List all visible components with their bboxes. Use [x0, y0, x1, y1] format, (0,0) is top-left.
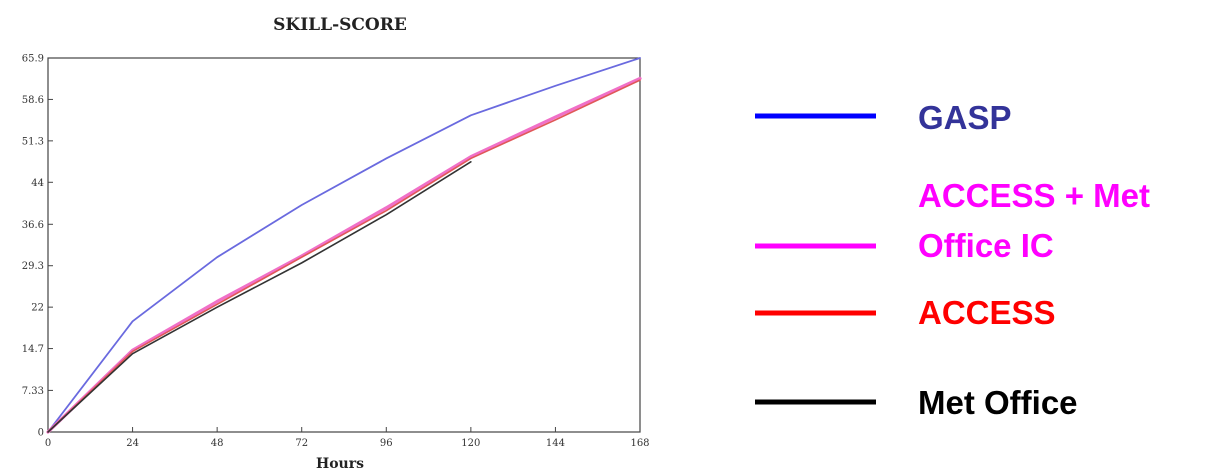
chart-title: SKILL-SCORE — [273, 15, 407, 35]
x-tick-label: 168 — [630, 438, 649, 449]
legend-label-access-met-office-ic: ACCESS + Met — [918, 177, 1150, 214]
y-tick-label: 29.3 — [22, 261, 44, 272]
y-axis: 0 7.33 14.7 22 29.3 36.6 44 51.3 58.6 65.9 — [22, 54, 53, 439]
y-tick-label: 7.33 — [22, 386, 44, 397]
x-tick-label: 96 — [380, 438, 393, 449]
x-tick-label: 0 — [45, 438, 51, 449]
y-tick-label: 44 — [31, 178, 44, 189]
y-tick-label: 0 — [38, 428, 44, 439]
legend-label-access-met-office-ic: Office IC — [918, 227, 1054, 264]
legend-label-access: ACCESS — [918, 294, 1056, 331]
legend: GASP ACCESS + Met Office IC ACCESS Met Offic… — [755, 99, 1150, 421]
y-tick-label: 22 — [31, 303, 44, 314]
series-line-access-met-office-ic — [46, 76, 642, 434]
y-tick-label: 36.6 — [22, 220, 44, 231]
x-tick-label: 24 — [126, 438, 139, 449]
y-tick-label: 51.3 — [22, 136, 44, 147]
plot-lines — [46, 57, 642, 434]
y-tick-label: 14.7 — [22, 344, 44, 355]
legend-label-gasp: GASP — [918, 99, 1012, 136]
x-tick-label: 120 — [461, 438, 480, 449]
series-line-access — [47, 79, 641, 433]
plot-area — [47, 57, 641, 433]
x-tick-label: 72 — [295, 438, 308, 449]
x-tick-label: 48 — [211, 438, 224, 449]
series-line-gasp — [47, 57, 641, 433]
x-axis-label: Hours — [316, 456, 364, 472]
y-tick-label: 58.6 — [22, 95, 44, 106]
x-tick-label: 144 — [546, 438, 565, 449]
series-line-met-office — [47, 161, 472, 433]
y-tick-label: 65.9 — [22, 54, 44, 65]
legend-label-met-office: Met Office — [918, 384, 1078, 421]
